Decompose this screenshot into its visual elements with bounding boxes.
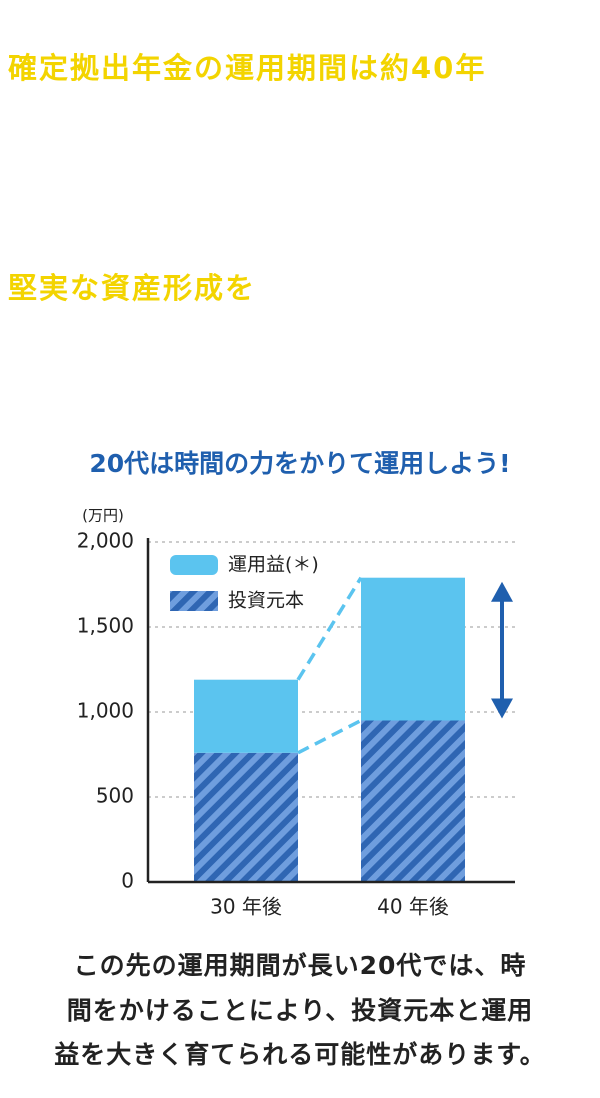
legend-swatch [170, 555, 218, 575]
y-tick-label: 1,500 [77, 614, 134, 638]
y-tick-label: 1,000 [77, 699, 134, 723]
legend-label: 投資元本 [228, 590, 304, 612]
connector [297, 718, 362, 755]
bar-segment [361, 720, 465, 882]
bar-segment [194, 752, 298, 882]
y-tick-label: 0 [121, 869, 134, 893]
bar-segment [194, 679, 298, 753]
headline: 堅実な資産形成を [8, 271, 256, 305]
headline: 確定拠出年金の運用期間は約40年 [8, 51, 486, 85]
connector [296, 576, 363, 681]
y-tick-label: 2,000 [77, 529, 134, 553]
y-axis-label: (万円) [82, 507, 124, 525]
arrow-head [491, 581, 513, 602]
bar-segment [361, 577, 465, 721]
legend-label: 運用益(＊) [228, 554, 319, 576]
legend-swatch [170, 591, 218, 611]
arrow-head [491, 698, 513, 719]
x-tick-label: 40 年後 [377, 895, 449, 919]
caption: この先の運用期間が長い20代では、時 [74, 951, 527, 980]
y-tick-label: 500 [96, 784, 134, 808]
chart-title: 20代は時間の力をかりて運用しよう! [89, 449, 510, 478]
caption: 益を大きく育てられる可能性があります。 [54, 1040, 546, 1069]
caption: 間をかけることにより、投資元本と運用 [67, 996, 534, 1025]
x-tick-label: 30 年後 [210, 895, 282, 919]
